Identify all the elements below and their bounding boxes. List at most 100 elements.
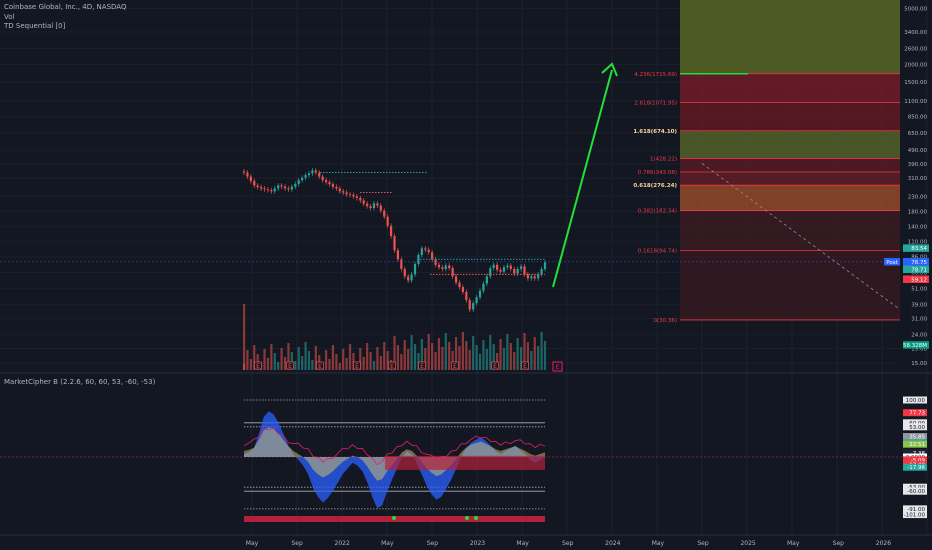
time-tick-label: May	[381, 540, 394, 547]
earnings-marker-label: E	[288, 363, 292, 370]
candle	[468, 300, 471, 310]
price-label: 78.71	[911, 267, 927, 273]
volume-bar	[270, 344, 273, 370]
candle	[451, 268, 454, 277]
fib-label: 1.618(674.10)	[633, 129, 677, 135]
candle	[482, 283, 485, 291]
time-tick-label: May	[246, 540, 259, 547]
candle	[270, 190, 273, 192]
volume-bar	[465, 341, 468, 370]
price-tick-label: 390.00	[908, 162, 928, 168]
candle	[328, 182, 331, 185]
volume-bar	[379, 356, 382, 370]
volume-bar	[530, 351, 533, 370]
candle	[444, 265, 447, 269]
price-tick-label: 5000.00	[904, 6, 927, 12]
volume-bar	[502, 348, 506, 370]
candle	[496, 264, 499, 270]
symbol-title: Coinbase Global, Inc., 4D, NASDAQ	[4, 3, 127, 11]
price-label: 83.54	[911, 246, 927, 252]
candle	[359, 197, 362, 201]
candle	[478, 290, 482, 298]
earnings-marker-label: E	[256, 363, 260, 370]
candle	[434, 259, 437, 265]
candle	[345, 192, 348, 195]
candle	[324, 180, 328, 183]
osc-tick-label: 100.00	[906, 398, 926, 404]
volume-bar	[366, 343, 369, 370]
volume-bar	[253, 345, 256, 370]
time-tick-label: May	[516, 540, 529, 547]
osc-value-label: 22.51	[909, 442, 925, 448]
candle	[543, 262, 547, 269]
volume-bar	[407, 349, 410, 370]
candle	[362, 200, 365, 204]
volume-bar	[458, 346, 461, 370]
candle	[492, 264, 495, 269]
candle	[249, 176, 252, 181]
volume-bar	[280, 348, 283, 370]
candle	[290, 186, 293, 190]
price-tick-label: 180.00	[908, 209, 928, 215]
candle	[454, 276, 458, 283]
volume-bar	[444, 333, 447, 370]
volume-bar	[448, 342, 451, 370]
candle	[502, 267, 506, 272]
volume-bar	[307, 351, 311, 370]
candle	[355, 196, 358, 198]
volume-bar	[393, 336, 396, 370]
candle	[331, 184, 335, 187]
volume-bar	[249, 359, 252, 370]
candle	[389, 225, 393, 237]
volume-bar	[437, 338, 441, 370]
volume-bar	[499, 339, 502, 370]
volume-bar	[441, 347, 444, 370]
price-label-box	[903, 265, 929, 274]
time-tick-label: Sep	[291, 540, 303, 547]
next-earnings-label: E	[555, 363, 559, 371]
fibonacci-zones	[680, 0, 900, 320]
price-tick-label: 15.00	[911, 361, 927, 367]
candle	[516, 268, 519, 274]
candle	[417, 255, 420, 264]
earnings-marker-label: E	[390, 363, 394, 370]
post-badge-label: Post	[886, 260, 898, 266]
volume-bar	[301, 356, 304, 370]
earnings-marker-label: E	[453, 363, 457, 370]
price-tick-label: 51.00	[911, 286, 927, 292]
candle	[465, 291, 468, 301]
price-tick-label: 31.00	[911, 317, 927, 323]
candle	[393, 236, 396, 251]
fib-zone	[680, 210, 900, 251]
candle	[280, 185, 283, 187]
candle	[297, 180, 300, 184]
volume-bar	[475, 345, 478, 370]
earnings-marker	[491, 361, 499, 370]
osc-tick-box	[903, 423, 927, 431]
candle	[513, 268, 516, 274]
time-tick-label: 2023	[470, 540, 485, 547]
candle	[530, 276, 533, 279]
volume-bar	[345, 358, 348, 370]
rsi-line	[243, 427, 546, 466]
time-tick-label: 2025	[740, 540, 755, 547]
earnings-marker-label: E	[523, 363, 527, 370]
volume-bar	[424, 348, 427, 370]
next-earnings-marker	[552, 361, 563, 372]
price-tick-label: 650.00	[908, 131, 928, 137]
time-tick-label: May	[787, 540, 800, 547]
volume-bar	[533, 337, 536, 370]
volume-bar	[417, 353, 420, 370]
fibonacci-lines: 4.236(1715.69) 2.618(1071.95) 1.618(674.10…	[633, 72, 901, 324]
price-tick-label: 1100.00	[904, 99, 927, 105]
price-tick-label: 490.00	[908, 148, 928, 154]
price-tick-label: 310.00	[908, 176, 928, 182]
candle	[307, 173, 311, 176]
candle	[321, 176, 324, 181]
price-axis: 5000.00 3400.00 2600.00 2000.00 1500.00 1100.…	[903, 6, 928, 519]
time-tick-label: Sep	[562, 540, 574, 547]
volume-legend: Vol	[4, 13, 15, 21]
volume-bar	[376, 347, 379, 370]
